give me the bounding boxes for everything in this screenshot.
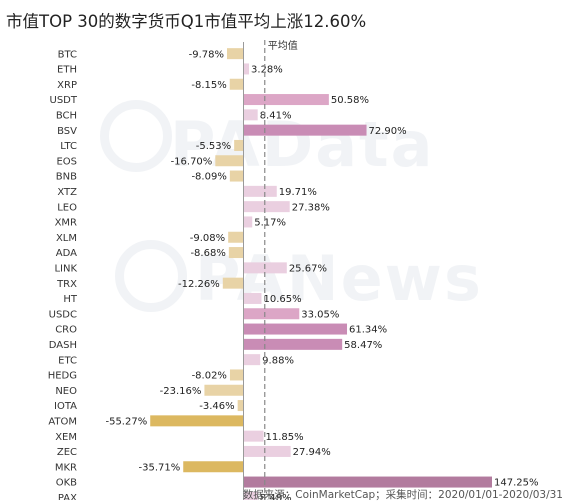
bar <box>150 415 244 427</box>
source-note: 数据来源：CoinMarketCap；采集时间：2020/01/01-2020/… <box>242 489 563 501</box>
category-label: OKB <box>56 478 77 489</box>
bar <box>215 155 244 167</box>
category-label: BSV <box>57 126 77 137</box>
data-label: -5.53% <box>196 141 231 152</box>
category-label: USDT <box>50 95 78 106</box>
data-label: 33.05% <box>301 309 339 320</box>
data-label: 72.90% <box>369 126 407 137</box>
bar <box>243 109 258 121</box>
data-label: 9.88% <box>262 355 294 366</box>
bar <box>229 369 244 381</box>
category-label: USDC <box>49 309 77 320</box>
bar <box>243 292 262 304</box>
bar <box>243 491 258 500</box>
data-label: -3.46% <box>199 401 234 412</box>
category-label: ZEC <box>57 447 77 458</box>
bar <box>243 323 348 335</box>
data-label: 58.47% <box>344 340 382 351</box>
category-label: LINK <box>54 263 77 274</box>
watermark-logo-icon <box>115 240 187 312</box>
bar <box>226 48 244 60</box>
bar <box>222 277 244 289</box>
data-label: 10.65% <box>263 294 301 305</box>
data-label: -16.70% <box>171 156 213 167</box>
data-label: 50.58% <box>331 95 369 106</box>
data-label: -9.78% <box>189 49 224 60</box>
bar <box>228 231 244 243</box>
category-label: BTC <box>58 49 77 60</box>
bar <box>243 476 492 488</box>
category-label: IOTA <box>54 401 77 412</box>
bar <box>243 354 261 366</box>
watermark-logo-icon <box>100 100 172 172</box>
data-label: -8.02% <box>192 371 227 382</box>
bar <box>237 400 244 412</box>
category-label: PAX <box>58 493 77 500</box>
bar <box>229 78 244 90</box>
data-label: -35.71% <box>138 462 180 473</box>
category-label: HT <box>63 294 78 305</box>
category-label: LTC <box>60 141 77 152</box>
category-label: XTZ <box>57 187 77 198</box>
data-label: 11.85% <box>265 432 303 443</box>
category-label: LEO <box>57 202 77 213</box>
data-label: 27.94% <box>293 447 331 458</box>
category-label: ATOM <box>48 416 77 427</box>
category-label: DASH <box>49 340 77 351</box>
category-label: BNB <box>56 172 77 183</box>
category-label: XLM <box>56 233 77 244</box>
category-label: BCH <box>56 110 77 121</box>
bar <box>243 308 300 320</box>
average-line-label: 平均值 <box>268 39 298 52</box>
data-label: -8.15% <box>191 80 226 91</box>
data-label: -9.08% <box>190 233 225 244</box>
category-label: EOS <box>56 156 77 167</box>
bar <box>204 384 244 396</box>
data-label: -8.09% <box>191 172 226 183</box>
category-label: XEM <box>55 432 77 443</box>
bar <box>234 139 244 151</box>
data-label: 61.34% <box>349 325 387 336</box>
watermark-padata: PAData <box>170 108 435 181</box>
bar <box>243 201 290 213</box>
bar <box>228 247 244 259</box>
bar <box>243 338 343 350</box>
bar <box>243 124 367 136</box>
bar <box>243 430 264 442</box>
data-label: -23.16% <box>160 386 202 397</box>
bar <box>243 216 253 228</box>
category-label: CRO <box>55 325 77 336</box>
category-label: TRX <box>56 279 77 290</box>
data-label: 3.28% <box>251 65 283 76</box>
bar <box>243 185 277 197</box>
data-label: -12.26% <box>178 279 220 290</box>
data-label: 147.25% <box>494 478 539 489</box>
category-label: XRP <box>57 80 77 91</box>
data-label: -8.68% <box>190 248 225 259</box>
data-label: 8.41% <box>260 110 292 121</box>
bar <box>243 63 250 75</box>
chart-title: 市值TOP 30的数字货币Q1市值平均上涨12.60% <box>6 12 367 31</box>
bar <box>229 170 244 182</box>
data-label: 5.17% <box>254 218 286 229</box>
category-label: ADA <box>56 248 77 259</box>
category-label: XMR <box>55 218 77 229</box>
category-label: ETC <box>58 355 77 366</box>
data-label: 19.71% <box>279 187 317 198</box>
bar <box>243 94 329 106</box>
category-label: NEO <box>55 386 77 397</box>
bar <box>243 445 291 457</box>
data-label: 8.48% <box>260 493 292 500</box>
data-label: -55.27% <box>105 416 147 427</box>
data-label: 25.67% <box>289 263 327 274</box>
category-label: MKR <box>55 462 77 473</box>
category-label: HEDG <box>48 371 77 382</box>
category-label: ETH <box>57 65 77 76</box>
data-label: 27.38% <box>292 202 330 213</box>
bar <box>183 461 244 473</box>
